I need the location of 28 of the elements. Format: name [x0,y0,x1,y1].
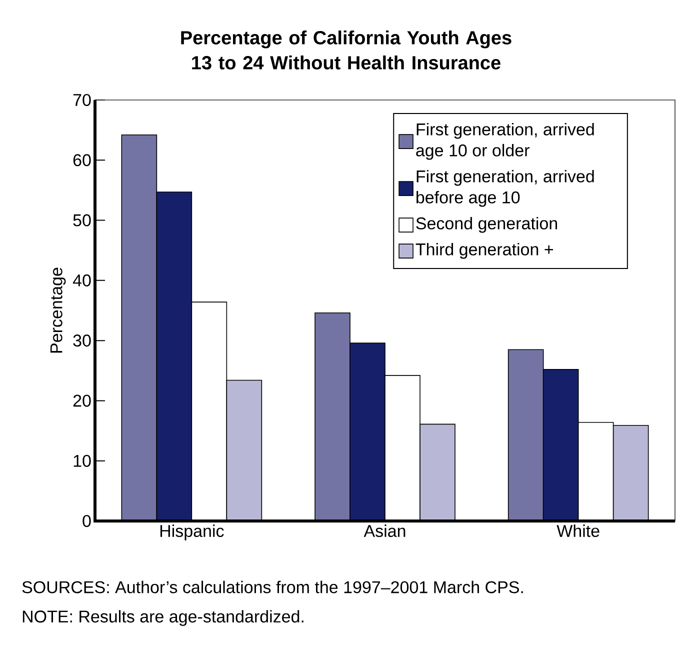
bar [156,192,192,521]
legend-label: Second generation [416,216,557,233]
bar [612,424,649,521]
y-axis-title: Percentage [50,268,66,353]
bar [121,134,158,521]
y-tick-label: 30 [73,334,91,347]
y-tick-label: 50 [73,214,91,226]
y-tick-label: 20 [73,394,91,407]
y-tick-label: 60 [73,154,91,166]
legend-label: Third generation + [416,242,554,259]
bar [314,312,350,521]
x-tick-label: Asian [364,524,406,538]
legend-label: First generation, arrived before age 10 [416,170,594,207]
y-tick-label: 0 [82,514,91,528]
chart-title: Percentage of California Youth Ages 13 to 24 Without Health Insurance [181,30,512,70]
y-tick-label: 10 [74,454,91,467]
source-note: SOURCES: Author’s calculations from the 1997–2001 March CPS. [22,580,523,594]
bar [350,342,386,521]
bar [226,380,262,521]
bar [508,349,544,521]
x-tick-label: Hispanic [160,524,224,540]
x-tick-label: White [556,524,600,538]
bar [542,369,579,521]
y-tick-label: 70 [73,94,91,106]
text: NOTE: Results are age-standardized. [22,610,304,626]
bar [420,424,456,521]
y-tick-label: 40 [72,274,91,286]
legend-label: First generation, arrived age 10 or older [416,122,594,160]
